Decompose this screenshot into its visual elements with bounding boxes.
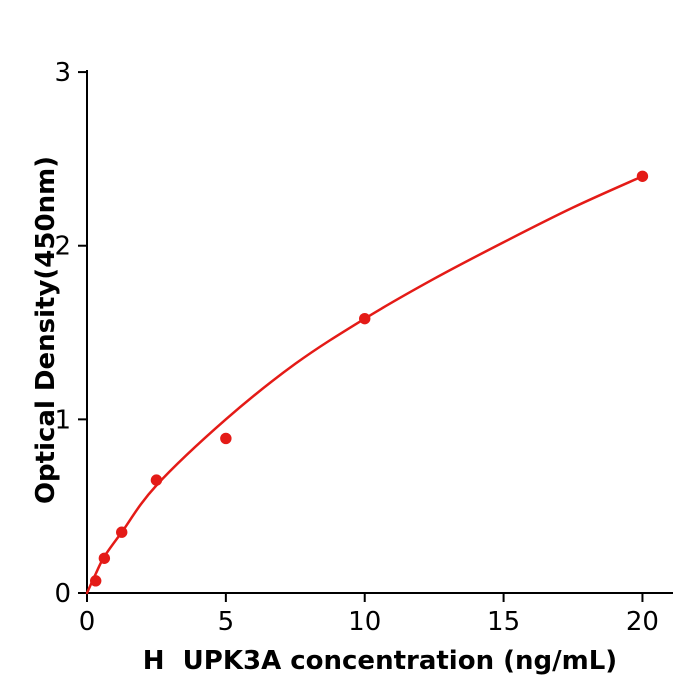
x-tick-label: 10 (348, 607, 381, 637)
y-tick-label: 0 (54, 579, 71, 609)
data-point (636, 170, 649, 182)
data-point (220, 432, 232, 445)
x-tick-label: 5 (218, 607, 235, 637)
data-point (116, 526, 128, 538)
y-tick-label: 3 (54, 58, 71, 88)
x-tick-label: 0 (79, 607, 96, 637)
data-point (359, 312, 371, 325)
x-axis-label: H UPK3A concentration (ng/mL) (142, 646, 618, 676)
y-tick-label: 1 (54, 405, 71, 435)
fit-curve-path (85, 175, 644, 595)
data-point (150, 474, 163, 486)
data-point (89, 575, 102, 587)
y-tick-label: 2 (54, 232, 71, 262)
y-axis-label: Optical Density(450nm) (31, 155, 61, 505)
x-tick-label: 15 (487, 607, 520, 637)
data-point (98, 552, 111, 564)
x-tick-label: 20 (626, 607, 659, 637)
